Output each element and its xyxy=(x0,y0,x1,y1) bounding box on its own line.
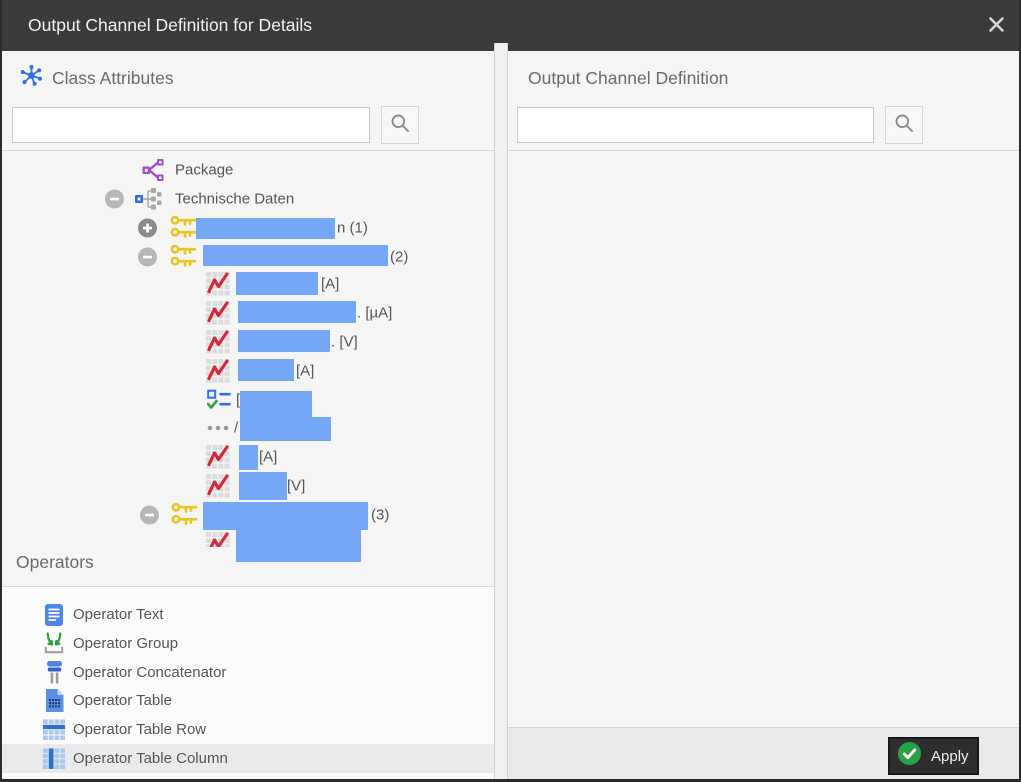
expand-plus-icon[interactable] xyxy=(138,218,157,237)
operator-item-operator-group[interactable]: Operator Group xyxy=(2,629,494,658)
operator-item-label: Operator Text xyxy=(73,606,164,623)
collapse-minus-icon[interactable] xyxy=(138,247,157,266)
chart-icon xyxy=(205,530,231,547)
class-attributes-tree: Package Technische Daten n (1) (2) [A] .… xyxy=(2,150,494,547)
package-icon xyxy=(141,158,165,182)
tree-item-label: (2) xyxy=(390,248,409,265)
tree-row[interactable]: [V] xyxy=(2,471,494,500)
dialog-titlebar: Output Channel Definition for Details xyxy=(0,0,1021,51)
class-attributes-title: Class Attributes xyxy=(52,67,174,88)
tree-item-label: Technische Daten xyxy=(175,190,295,207)
chart-icon xyxy=(205,357,231,384)
close-button[interactable] xyxy=(986,17,1006,37)
dialog-title: Output Channel Definition for Details xyxy=(28,15,313,35)
tree-row[interactable] xyxy=(2,529,494,547)
tree-row[interactable]: (2) xyxy=(2,242,494,271)
tree-item-label: / xyxy=(234,419,239,436)
panel-splitter[interactable] xyxy=(494,43,508,779)
search-icon xyxy=(389,112,411,139)
tree-row[interactable]: [A] xyxy=(2,269,494,298)
chart-icon xyxy=(205,299,231,326)
dialog-footer: Apply xyxy=(508,727,1019,779)
tree-row[interactable]: [ xyxy=(2,385,494,414)
apply-button[interactable]: Apply xyxy=(888,737,979,775)
dots-icon xyxy=(206,423,230,433)
dialog-border-left xyxy=(0,0,2,782)
tree-top-divider xyxy=(2,150,494,151)
operator-item-label: Operator Table Column xyxy=(73,750,228,767)
tree-item-label: . [µA] xyxy=(357,304,393,321)
operator-table-icon xyxy=(42,689,66,713)
tree-item-label: . [V] xyxy=(331,333,358,350)
keys-icon xyxy=(171,502,199,528)
chart-icon xyxy=(205,270,231,297)
dialog-border-right xyxy=(1019,0,1021,782)
tree-row[interactable]: / xyxy=(2,413,494,442)
tree-row[interactable]: n (1) xyxy=(2,213,494,242)
output-channel-definition-panel: Output Channel Definition Apply xyxy=(508,51,1019,779)
class-node-icon xyxy=(134,187,164,211)
operators-list: Operator Text Operator Group Operator Co… xyxy=(2,587,494,779)
close-icon xyxy=(988,16,1005,38)
tree-row[interactable]: . [V] xyxy=(2,327,494,356)
tree-item-label: [A] xyxy=(321,275,340,292)
chart-icon xyxy=(205,443,231,470)
tree-row[interactable]: [A] xyxy=(2,356,494,385)
operator-item-operator-table-column[interactable]: Operator Table Column xyxy=(2,744,494,773)
chart-icon xyxy=(205,472,231,499)
checklist-icon xyxy=(207,389,232,410)
operator-item-label: Operator Table xyxy=(73,692,172,710)
output-channel-definition-header: Output Channel Definition xyxy=(528,64,728,92)
output-channel-search-button[interactable] xyxy=(885,106,923,144)
operator-item-operator-table[interactable]: Operator Table xyxy=(2,686,494,715)
hub-icon xyxy=(20,64,43,92)
tree-item-label: n (1) xyxy=(337,219,368,236)
operator-item-operator-table-row[interactable]: Operator Table Row xyxy=(2,715,494,744)
search-icon xyxy=(893,112,915,139)
tree-item-label: [A] xyxy=(259,448,278,465)
class-attributes-search-button[interactable] xyxy=(381,106,419,144)
class-attributes-panel: Class Attributes Package Technische Date… xyxy=(2,51,494,779)
tree-item-label: [V] xyxy=(287,477,306,494)
tree-item-label: [ xyxy=(236,391,241,408)
tree-row[interactable]: [A] xyxy=(2,442,494,471)
operators-header: Operators xyxy=(16,552,94,572)
chart-icon xyxy=(205,328,231,355)
operator-text-icon xyxy=(42,603,66,627)
apply-check-icon xyxy=(897,741,922,771)
tree-row[interactable]: (3) xyxy=(2,500,494,529)
apply-button-label: Apply xyxy=(931,747,969,765)
output-channel-definition-title: Output Channel Definition xyxy=(528,67,729,88)
operator-item-label: Operator Concatenator xyxy=(73,663,227,681)
tree-row[interactable]: Package xyxy=(2,155,494,184)
tree-item-label: Package xyxy=(175,161,234,178)
keys-icon xyxy=(170,215,198,241)
right-panel-divider xyxy=(508,150,1019,151)
operator-group-icon xyxy=(42,631,66,655)
class-attributes-header: Class Attributes xyxy=(20,64,174,92)
operator-concatenator-icon xyxy=(42,660,66,684)
collapse-minus-icon[interactable] xyxy=(105,189,124,208)
tree-item-label: [A] xyxy=(296,362,315,379)
operator-item-label: Operator Group xyxy=(73,634,179,652)
output-channel-search-input[interactable] xyxy=(517,107,874,143)
dialog-border-bottom xyxy=(0,779,1021,782)
class-attributes-search-input[interactable] xyxy=(12,107,370,143)
tree-row[interactable]: Technische Daten xyxy=(2,184,494,213)
tree-row[interactable]: . [µA] xyxy=(2,298,494,327)
keys-icon xyxy=(170,244,198,270)
operator-item-operator-text[interactable]: Operator Text xyxy=(2,600,494,629)
operators-divider xyxy=(2,586,494,587)
operator-item-label: Operator Table Row xyxy=(73,721,207,739)
operator-table-column-icon xyxy=(42,747,66,771)
collapse-minus-icon[interactable] xyxy=(140,505,159,524)
operator-table-row-icon xyxy=(42,718,66,742)
operator-item-operator-concatenator[interactable]: Operator Concatenator xyxy=(2,658,494,687)
output-channel-empty-area xyxy=(508,151,1019,727)
tree-item-label: (3) xyxy=(371,506,390,523)
